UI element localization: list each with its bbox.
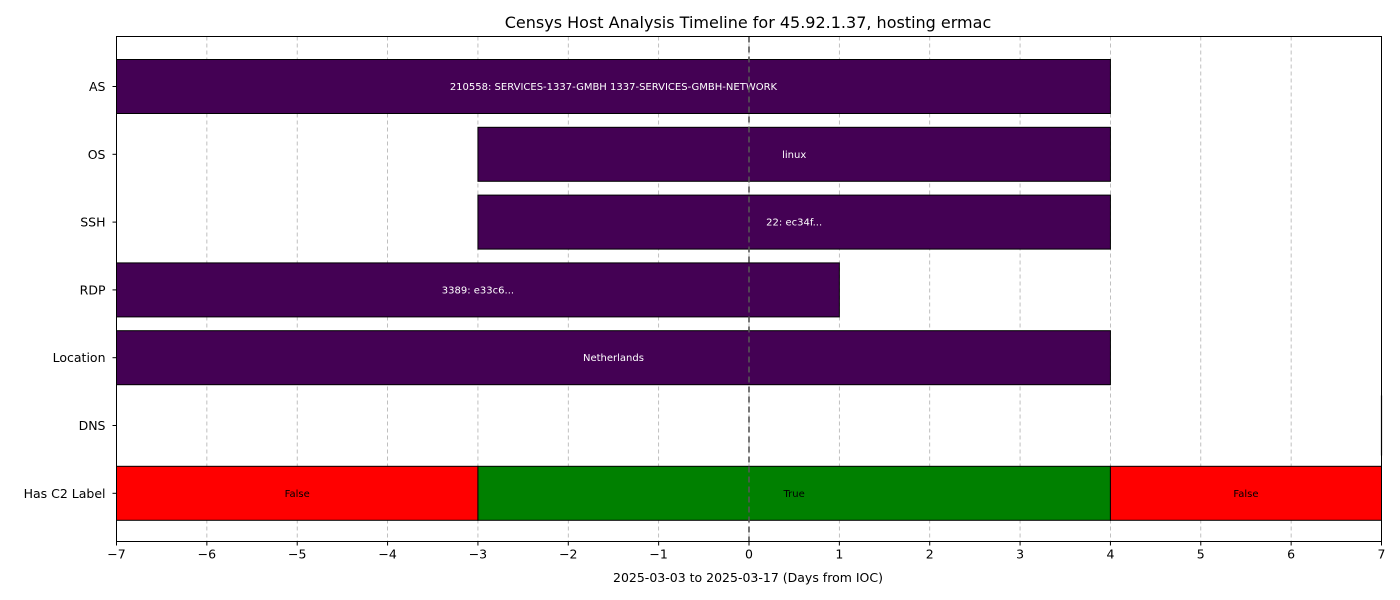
x-tick-label: −6: [198, 547, 216, 562]
x-tick-label: 7: [1378, 547, 1386, 562]
timeline-bar: [477, 465, 1111, 521]
bars-layer: 210558: SERVICES-1337-GMBH 1337-SERVICES…: [116, 59, 1383, 521]
timeline-bar: [1109, 465, 1383, 521]
x-tick-label: −5: [288, 547, 306, 562]
timeline-bar: [116, 330, 1111, 386]
timeline-bar: [477, 194, 1111, 250]
chart-title: Censys Host Analysis Timeline for 45.92.…: [505, 13, 992, 32]
y-axis: AS OS SSH RDP Location DNS Has C2 Label: [24, 79, 117, 501]
timeline-bar: [477, 126, 1111, 182]
x-tick-label: −7: [107, 547, 125, 562]
x-tick-label: 2: [926, 547, 934, 562]
x-tick-label: 4: [1106, 547, 1114, 562]
bar-label: Netherlands: [583, 353, 644, 364]
x-tick-label: 5: [1197, 547, 1205, 562]
x-tick-label: −4: [378, 547, 396, 562]
y-category-label: DNS: [79, 418, 106, 433]
y-category-label: SSH: [80, 215, 105, 230]
x-tick-label: 1: [835, 547, 843, 562]
x-tick-label: −1: [649, 547, 667, 562]
y-category-label: Location: [53, 350, 106, 365]
x-axis: −7 −6 −5 −4 −3 −2 −1 0 1 2 3 4 5 6 7: [107, 541, 1386, 562]
y-category-label: Has C2 Label: [24, 486, 106, 501]
bar-label: 210558: SERVICES-1337-GMBH 1337-SERVICES…: [450, 82, 778, 93]
timeline-bar: [116, 59, 1111, 114]
timeline-bar: [116, 465, 479, 521]
y-category-label: OS: [88, 147, 106, 162]
bar-label: 22: ec34f...: [766, 218, 822, 229]
timeline-bar: [116, 262, 840, 318]
x-tick-label: −2: [559, 547, 577, 562]
bar-label: False: [285, 489, 310, 500]
x-axis-label: 2025-03-03 to 2025-03-17 (Days from IOC): [613, 570, 883, 585]
x-tick-label: 6: [1287, 547, 1295, 562]
bar-label: linux: [782, 150, 806, 161]
bar-label: 3389: e33c6...: [442, 285, 514, 296]
y-category-label: AS: [89, 79, 106, 94]
bar-label: False: [1233, 489, 1258, 500]
x-tick-label: 0: [745, 547, 753, 562]
x-tick-label: 3: [1016, 547, 1024, 562]
x-tick-label: −3: [469, 547, 487, 562]
y-category-label: RDP: [80, 282, 106, 297]
bar-label: True: [783, 489, 805, 500]
